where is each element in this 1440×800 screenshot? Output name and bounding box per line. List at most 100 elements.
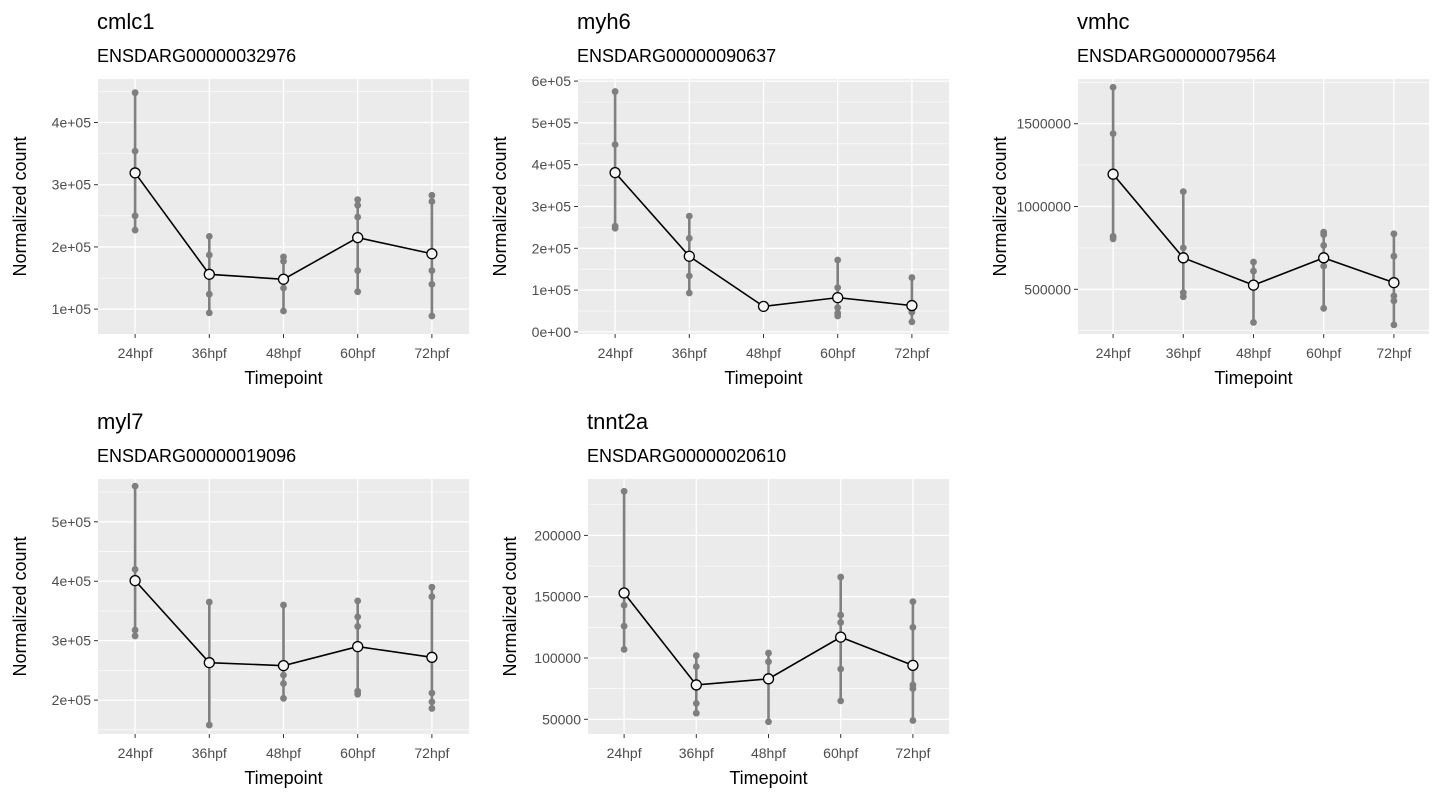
replicate-point xyxy=(620,601,628,609)
x-tick-label: 72hpf xyxy=(414,345,449,361)
y-axis-label: Normalized count xyxy=(10,136,30,276)
replicate-point xyxy=(428,705,436,712)
y-tick-label: 2e+05 xyxy=(532,240,572,256)
replicate-point xyxy=(280,680,287,687)
replicate-point xyxy=(354,613,362,621)
replicate-point xyxy=(834,304,842,312)
replicate-point xyxy=(837,665,845,673)
replicate-point xyxy=(1320,231,1328,239)
mean-point xyxy=(129,574,141,587)
x-tick-label: 48hpf xyxy=(266,345,301,361)
y-axis-label: Normalized count xyxy=(500,536,520,676)
panel-title: tnnt2a xyxy=(587,409,649,434)
panel-subtitle: ENSDARG00000090637 xyxy=(577,46,776,66)
replicate-point xyxy=(428,698,436,706)
replicate-point xyxy=(765,718,772,726)
replicate-point xyxy=(205,290,213,298)
replicate-point xyxy=(837,619,845,626)
mean-point xyxy=(907,659,919,671)
replicate-point xyxy=(205,721,213,729)
mean-point xyxy=(277,273,290,285)
replicate-point xyxy=(1250,258,1257,266)
replicate-point xyxy=(611,224,619,232)
replicate-point xyxy=(354,196,362,204)
replicate-point xyxy=(1250,319,1257,326)
x-tick-label: 36hpf xyxy=(1166,345,1201,361)
panel-myl7: myl7 ENSDARG00000019096 Timepoint Normal… xyxy=(10,409,469,788)
panel-vmhc: vmhc ENSDARG00000079564 Timepoint Normal… xyxy=(990,9,1429,388)
y-tick-label: 100000 xyxy=(534,650,581,666)
replicate-point xyxy=(1109,83,1117,91)
replicate-point xyxy=(205,232,213,240)
replicate-point xyxy=(909,623,917,631)
mean-point xyxy=(203,657,215,669)
mean-point xyxy=(906,299,918,312)
replicate-point xyxy=(692,663,700,670)
x-tick-label: 48hpf xyxy=(746,345,781,361)
x-axis-label: Timepoint xyxy=(724,368,802,388)
x-tick-label: 36hpf xyxy=(192,345,227,361)
x-tick-label: 24hpf xyxy=(118,345,153,361)
panel-title: cmlc1 xyxy=(97,9,154,34)
replicate-point xyxy=(1390,297,1398,305)
replicate-point xyxy=(837,611,845,619)
mean-point xyxy=(690,679,702,691)
x-tick-label: 60hpf xyxy=(340,745,375,761)
mean-point xyxy=(426,248,438,260)
replicate-point xyxy=(685,234,693,242)
x-tick-label: 72hpf xyxy=(894,345,929,361)
x-axis-label: Timepoint xyxy=(244,368,322,388)
replicate-point xyxy=(837,697,845,705)
mean-point xyxy=(352,231,364,244)
replicate-point xyxy=(692,699,700,707)
replicate-point xyxy=(765,649,772,657)
y-tick-label: 6e+05 xyxy=(532,73,572,89)
y-tick-label: 3e+05 xyxy=(52,633,92,649)
x-tick-label: 60hpf xyxy=(820,345,855,361)
replicate-point xyxy=(1390,230,1398,238)
y-tick-label: 3e+05 xyxy=(52,177,92,193)
replicate-point xyxy=(428,583,436,591)
replicate-point xyxy=(354,267,362,274)
x-tick-label: 36hpf xyxy=(672,345,707,361)
y-tick-label: 2e+05 xyxy=(52,692,92,708)
panel-title: myl7 xyxy=(97,409,143,434)
y-tick-label: 4e+05 xyxy=(52,573,92,589)
x-tick-label: 60hpf xyxy=(1306,345,1341,361)
replicate-point xyxy=(354,288,362,296)
replicate-point xyxy=(1179,188,1187,195)
replicate-point xyxy=(834,256,842,264)
replicate-point xyxy=(685,289,693,297)
y-tick-label: 5e+05 xyxy=(532,115,572,131)
x-tick-label: 24hpf xyxy=(118,745,153,761)
y-tick-label: 4e+05 xyxy=(52,115,92,131)
replicate-point xyxy=(1390,292,1398,300)
replicate-point xyxy=(354,597,362,605)
x-tick-label: 24hpf xyxy=(1096,345,1131,361)
x-tick-label: 24hpf xyxy=(598,345,633,361)
replicate-point xyxy=(280,694,287,702)
y-tick-label: 200000 xyxy=(534,527,581,543)
replicate-point xyxy=(131,482,139,490)
replicate-point xyxy=(1320,242,1328,249)
mean-point xyxy=(835,631,847,643)
x-tick-label: 24hpf xyxy=(607,745,642,761)
replicate-point xyxy=(909,685,917,693)
mean-point xyxy=(352,640,364,653)
replicate-point xyxy=(620,622,628,630)
y-tick-label: 500000 xyxy=(1024,281,1071,297)
replicate-point xyxy=(834,312,842,320)
x-tick-label: 36hpf xyxy=(192,745,227,761)
replicate-point xyxy=(1179,293,1187,301)
replicate-point xyxy=(1390,252,1398,260)
mean-point xyxy=(762,673,775,685)
replicate-point xyxy=(428,280,436,288)
replicate-point xyxy=(692,652,700,659)
y-axis-label: Normalized count xyxy=(490,136,510,276)
replicate-point xyxy=(205,598,213,606)
mean-point xyxy=(757,300,770,313)
y-axis-label: Normalized count xyxy=(990,136,1010,276)
panel-title: myh6 xyxy=(577,9,631,34)
replicate-point xyxy=(692,709,700,717)
